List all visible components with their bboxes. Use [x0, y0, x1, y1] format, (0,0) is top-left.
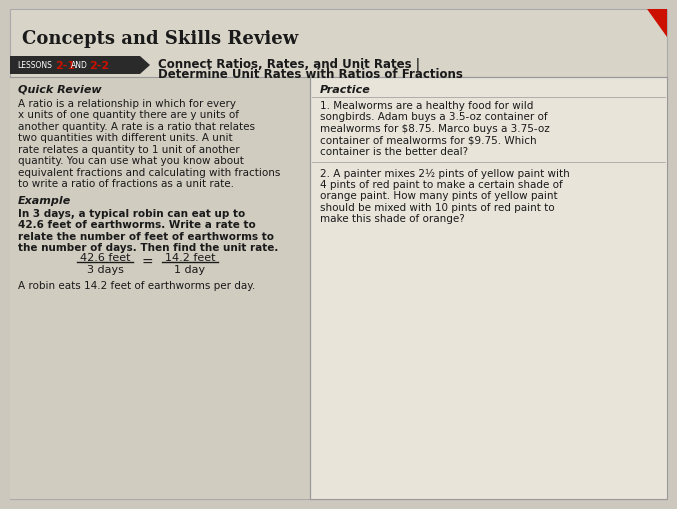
Polygon shape — [647, 10, 667, 38]
Text: container is the better deal?: container is the better deal? — [320, 147, 468, 157]
Text: LESSONS: LESSONS — [17, 62, 52, 70]
Text: Quick Review: Quick Review — [18, 85, 102, 95]
Text: Concepts and Skills Review: Concepts and Skills Review — [22, 30, 299, 48]
Text: 2-1: 2-1 — [55, 61, 75, 71]
Text: 42.6 feet of earthworms. Write a rate to: 42.6 feet of earthworms. Write a rate to — [18, 220, 256, 230]
Text: x units of one quantity there are y units of: x units of one quantity there are y unit… — [18, 110, 239, 120]
Text: 1 day: 1 day — [175, 265, 206, 274]
Text: 42.6 feet: 42.6 feet — [80, 252, 130, 263]
Text: A robin eats 14.2 feet of earthworms per day.: A robin eats 14.2 feet of earthworms per… — [18, 280, 255, 291]
Text: 1. Mealworms are a healthy food for wild: 1. Mealworms are a healthy food for wild — [320, 101, 533, 111]
Text: to write a ratio of fractions as a unit rate.: to write a ratio of fractions as a unit … — [18, 179, 234, 189]
Text: Example: Example — [18, 195, 71, 206]
Text: 2-2: 2-2 — [89, 61, 109, 71]
Polygon shape — [140, 57, 150, 75]
Text: make this shade of orange?: make this shade of orange? — [320, 214, 464, 224]
Text: quantity. You can use what you know about: quantity. You can use what you know abou… — [18, 156, 244, 166]
Text: equivalent fractions and calculating with fractions: equivalent fractions and calculating wit… — [18, 167, 280, 178]
Text: A ratio is a relationship in which for every: A ratio is a relationship in which for e… — [18, 99, 236, 109]
Text: another quantity. A rate is a ratio that relates: another quantity. A rate is a ratio that… — [18, 122, 255, 132]
Text: Determine Unit Rates with Ratios of Fractions: Determine Unit Rates with Ratios of Frac… — [158, 68, 463, 81]
Text: Connect Ratios, Rates, and Unit Rates |: Connect Ratios, Rates, and Unit Rates | — [158, 58, 420, 71]
Text: AND: AND — [71, 62, 88, 70]
Text: 3 days: 3 days — [87, 265, 123, 274]
Text: rate relates a quantity to 1 unit of another: rate relates a quantity to 1 unit of ano… — [18, 145, 240, 155]
Text: orange paint. How many pints of yellow paint: orange paint. How many pints of yellow p… — [320, 191, 558, 201]
FancyBboxPatch shape — [10, 10, 667, 499]
Text: =: = — [141, 256, 153, 269]
Text: 4 pints of red paint to make a certain shade of: 4 pints of red paint to make a certain s… — [320, 180, 563, 190]
Text: two quantities with different units. A unit: two quantities with different units. A u… — [18, 133, 233, 143]
Text: 2. A painter mixes 2½ pints of yellow paint with: 2. A painter mixes 2½ pints of yellow pa… — [320, 168, 570, 178]
Bar — [10, 57, 140, 75]
Bar — [310, 78, 667, 499]
Text: relate the number of feet of earthworms to: relate the number of feet of earthworms … — [18, 232, 274, 242]
Text: mealworms for $8.75. Marco buys a 3.75-oz: mealworms for $8.75. Marco buys a 3.75-o… — [320, 124, 550, 134]
Text: 14.2 feet: 14.2 feet — [165, 252, 215, 263]
Text: songbirds. Adam buys a 3.5-oz container of: songbirds. Adam buys a 3.5-oz container … — [320, 112, 548, 122]
Text: the number of days. Then find the unit rate.: the number of days. Then find the unit r… — [18, 243, 278, 253]
Text: should be mixed with 10 pints of red paint to: should be mixed with 10 pints of red pai… — [320, 203, 554, 213]
Text: container of mealworms for $9.75. Which: container of mealworms for $9.75. Which — [320, 135, 537, 145]
Text: Practice: Practice — [320, 85, 371, 95]
Bar — [10, 78, 310, 499]
Text: In 3 days, a typical robin can eat up to: In 3 days, a typical robin can eat up to — [18, 209, 245, 218]
